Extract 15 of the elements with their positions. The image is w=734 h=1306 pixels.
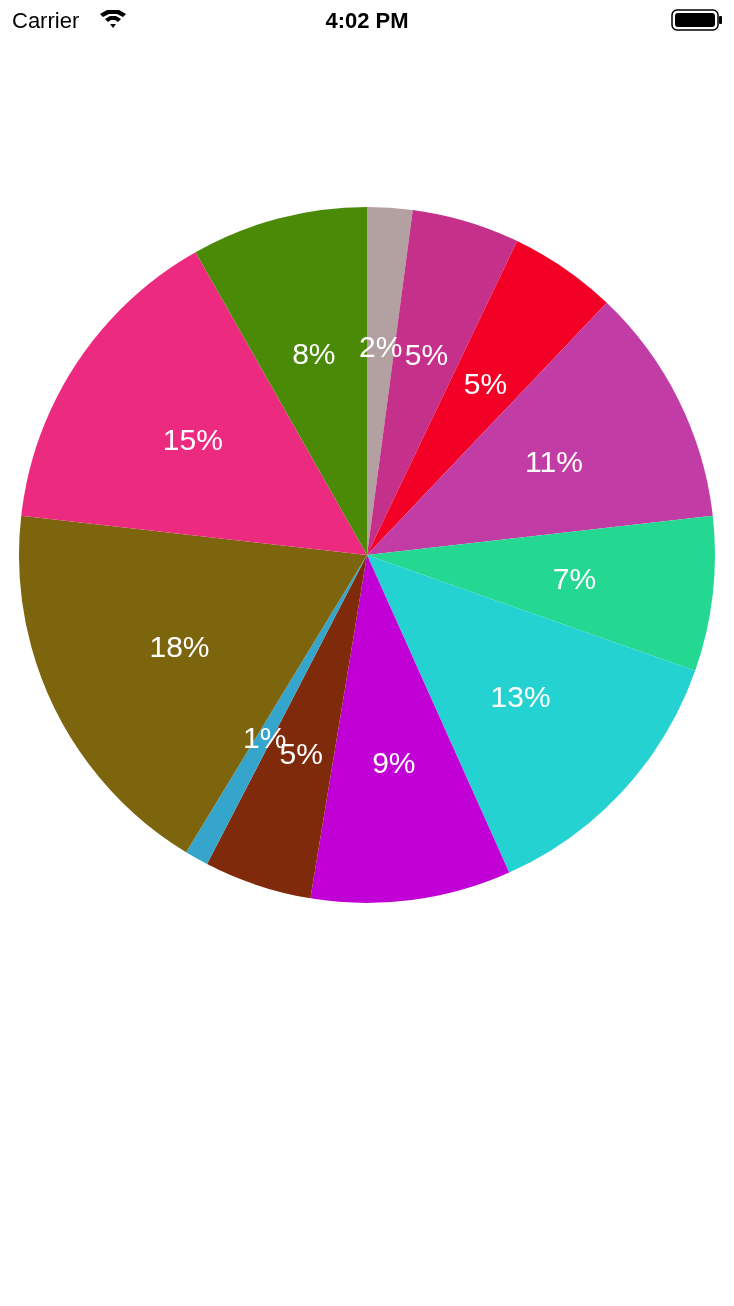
pie-slice — [207, 555, 367, 899]
data-label: 11% — [525, 445, 583, 479]
text: Carrier — [12, 8, 80, 33]
data-label: 18% — [149, 630, 210, 664]
pie-slice — [367, 515, 715, 671]
data-label: 8% — [292, 336, 336, 370]
text: 4:02 PM — [325, 8, 409, 33]
pie-slice — [19, 515, 367, 853]
data-label: 5% — [463, 366, 508, 400]
data-label: 5% — [404, 338, 449, 372]
data-label: 13% — [490, 679, 551, 713]
pie-slice — [367, 555, 696, 873]
data-label: 9% — [372, 745, 416, 779]
data-label: 15% — [162, 423, 223, 457]
data-label: 7% — [552, 562, 597, 596]
